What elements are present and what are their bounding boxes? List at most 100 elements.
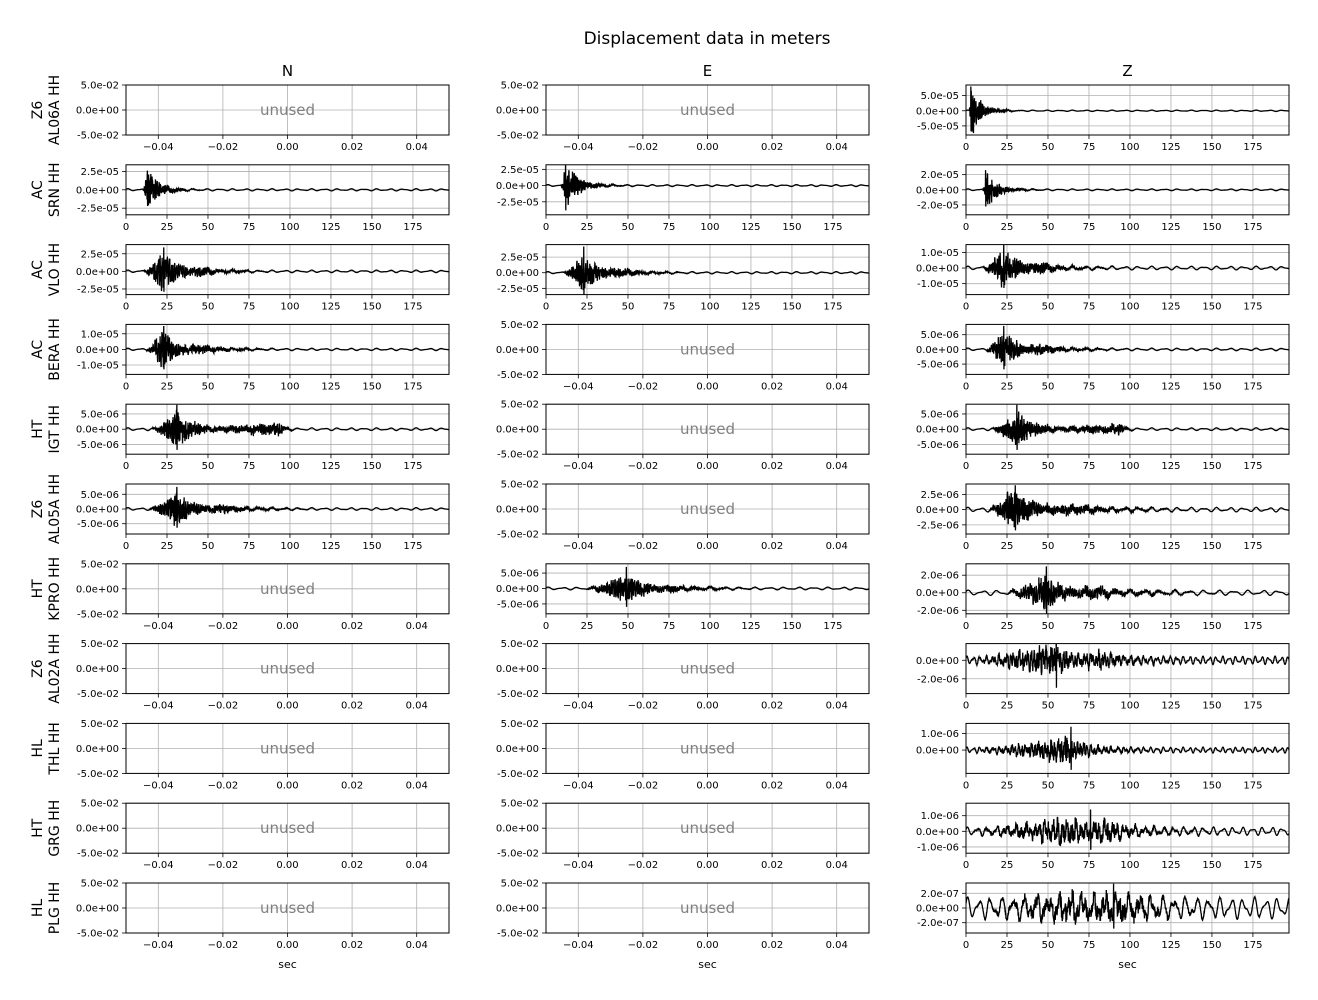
x-tick-label: 100: [280, 302, 299, 313]
unused-label: unused: [260, 660, 315, 678]
x-tick-label: 125: [321, 381, 340, 392]
panel-grid: unused −0.04 −0.02 0.00 0.02 0.04 5.0e-02 0.0e+…: [76, 81, 1290, 951]
station-label: HL PLG HH: [30, 882, 63, 935]
x-tick-label: 50: [202, 461, 215, 472]
x-tick-label: 100: [1120, 860, 1139, 871]
trace-line: [966, 244, 1289, 288]
x-tick-label: 75: [1083, 302, 1096, 313]
y-tick-label: 0.0e+00: [496, 584, 539, 595]
x-tick-label: 75: [243, 381, 256, 392]
panel-1-n: 0 25 50 75 100 125 150 175 2.5e-05 0.0e+00 -2.5e-0…: [76, 164, 450, 233]
x-tick-label: 100: [1120, 780, 1139, 791]
y-tick-label: 0.0e+00: [76, 425, 119, 436]
x-tick-label: −0.02: [628, 461, 659, 472]
y-tick-label: 5.0e-02: [501, 879, 539, 890]
trace-line: [126, 486, 449, 528]
x-tick-label: 0.04: [826, 381, 848, 392]
x-tick-label: 25: [1001, 541, 1014, 552]
panel-6-n: unused −0.04 −0.02 0.00 0.02 0.04 5.0e-02 0.0e+…: [76, 559, 450, 632]
panel-frame: [545, 244, 870, 296]
unused-label: unused: [680, 739, 735, 757]
x-tick-label: 50: [1042, 222, 1055, 233]
station-network-label: HT: [30, 579, 46, 599]
x-tick-label: 0.02: [341, 142, 363, 153]
panel-5-e: unused −0.04 −0.02 0.00 0.02 0.04 5.0e-02 0.0e+…: [496, 480, 870, 552]
x-tick-label: 0.04: [406, 142, 428, 153]
column-title-n: N: [282, 62, 293, 80]
x-tick-label: 100: [280, 222, 299, 233]
station-label: HT IGT HH: [30, 405, 63, 454]
station-network-label: Z6: [30, 659, 46, 678]
x-tick-label: 175: [1243, 302, 1262, 313]
x-tick-label: −0.04: [563, 860, 594, 871]
y-tick-label: 5.0e-06: [501, 569, 539, 580]
figure-title: Displacement data in meters: [584, 29, 831, 49]
panel-3-e: unused −0.04 −0.02 0.00 0.02 0.04 5.0e-02 0.0e+…: [496, 320, 870, 392]
panel-4-n: 0 25 50 75 100 125 150 175 5.0e-06 0.0e+00 -5.0e-0…: [76, 403, 450, 472]
x-axis-label: sec: [698, 958, 717, 971]
column-title-z: Z: [1122, 62, 1132, 80]
y-tick-label: 0.0e+00: [916, 746, 959, 757]
x-tick-label: 0.02: [761, 541, 783, 552]
x-tick-label: 175: [403, 222, 422, 233]
x-tick-label: 25: [1001, 381, 1014, 392]
station-code-label: SRN HH: [47, 163, 63, 218]
y-tick-label: 5.0e-06: [921, 330, 959, 341]
y-tick-label: 2.5e-05: [501, 253, 539, 264]
x-tick-label: 25: [1001, 860, 1014, 871]
y-tick-label: 0.0e+00: [76, 664, 119, 675]
panel-9-n: unused −0.04 −0.02 0.00 0.02 0.04 5.0e-02 0.0e+…: [76, 799, 450, 871]
station-code-label: AL02A HH: [47, 633, 63, 703]
trace-line: [966, 566, 1289, 614]
y-tick-label: 5.0e-06: [81, 409, 119, 420]
panel-9-z: 0 25 50 75 100 125 150 175 1.0e-06 0.0e+00 -1.0e-0…: [916, 802, 1290, 871]
y-tick-label: 0.0e+00: [496, 824, 539, 835]
y-tick-label: -2.5e-05: [77, 284, 119, 295]
panel-0-e: unused −0.04 −0.02 0.00 0.02 0.04 5.0e-02 0.0e+…: [496, 81, 870, 153]
x-tick-label: 125: [1161, 701, 1180, 712]
x-tick-label: −0.04: [563, 940, 594, 951]
x-tick-label: 150: [1202, 541, 1221, 552]
trace-line: [966, 809, 1289, 850]
trace-line: [546, 246, 869, 295]
station-label: HL THL HH: [30, 722, 63, 775]
x-tick-label: 100: [1120, 381, 1139, 392]
station-code-label: IGT HH: [47, 405, 63, 454]
x-tick-label: 25: [581, 222, 594, 233]
x-tick-label: 100: [700, 302, 719, 313]
x-tick-label: −0.02: [208, 860, 239, 871]
x-tick-label: 0: [963, 302, 969, 313]
trace-line: [126, 325, 449, 370]
panel-frame: [545, 164, 870, 216]
y-tick-label: 0.0e+00: [916, 345, 959, 356]
x-tick-label: 150: [1202, 142, 1221, 153]
x-tick-label: 0.00: [276, 860, 298, 871]
panel-1-z: 0 25 50 75 100 125 150 175 2.0e-05 0.0e+00 -2.0e-0…: [916, 164, 1290, 233]
panel-frame: [965, 483, 1290, 535]
y-tick-label: -1.0e-05: [77, 361, 119, 372]
x-tick-label: 125: [741, 222, 760, 233]
x-tick-label: 0.00: [276, 701, 298, 712]
trace-line: [126, 404, 449, 450]
station-code-label: VLO HH: [47, 243, 63, 296]
x-tick-label: 0: [963, 621, 969, 632]
x-tick-label: 125: [321, 302, 340, 313]
x-tick-label: 150: [362, 222, 381, 233]
x-tick-label: 0.00: [696, 780, 718, 791]
trace-line: [966, 325, 1289, 370]
x-tick-label: 0.02: [341, 860, 363, 871]
x-tick-label: 125: [321, 222, 340, 233]
x-axis-label: sec: [1118, 958, 1137, 971]
panel-8-e: unused −0.04 −0.02 0.00 0.02 0.04 5.0e-02 0.0e+…: [496, 719, 870, 791]
x-tick-label: 0: [963, 222, 969, 233]
station-network-label: AC: [30, 340, 46, 359]
x-tick-label: 100: [1120, 461, 1139, 472]
y-tick-label: -5.0e-06: [77, 440, 119, 451]
unused-label: unused: [260, 739, 315, 757]
x-tick-label: −0.04: [143, 701, 174, 712]
y-tick-label: 0.0e+00: [76, 744, 119, 755]
y-tick-label: -5.0e-02: [497, 849, 539, 860]
x-tick-label: −0.02: [208, 142, 239, 153]
x-tick-label: 125: [1161, 860, 1180, 871]
